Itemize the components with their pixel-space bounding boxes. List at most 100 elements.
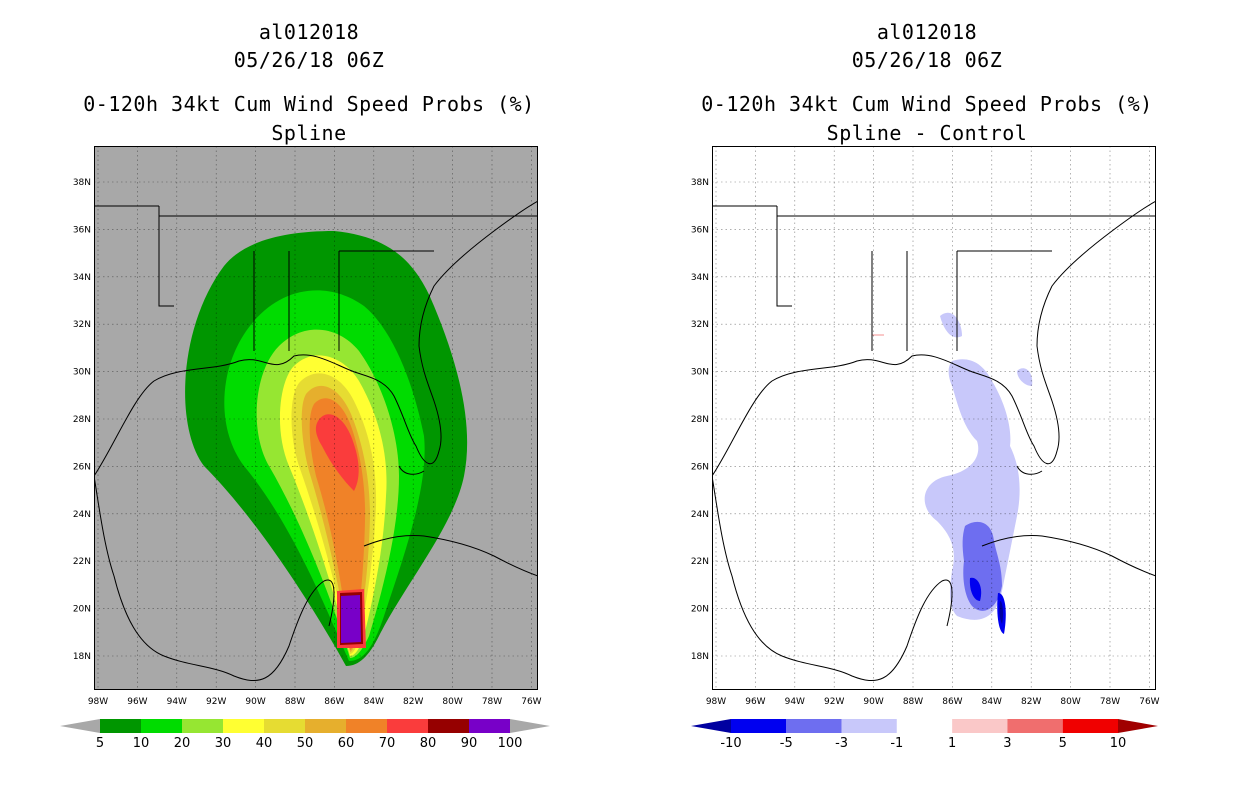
colorbar-label: 5	[95, 736, 105, 751]
colorbar-label: 40	[255, 736, 273, 751]
lon-label: 84W	[364, 697, 384, 707]
lon-label: 76W	[1139, 697, 1159, 707]
lon-label: 80W	[442, 697, 462, 707]
lat-label: 30N	[691, 368, 709, 378]
lon-label: 84W	[982, 697, 1002, 707]
coastlines	[94, 200, 538, 681]
lat-label: 38N	[73, 178, 91, 188]
panel-subtitle: Spline	[271, 121, 347, 145]
us-gulf-coast	[712, 200, 1156, 477]
colorbar-swatch	[223, 719, 264, 733]
lat-label: 18N	[691, 652, 709, 662]
colorbar-swatch	[1007, 719, 1063, 733]
colorbar-swatch	[100, 719, 141, 733]
colorbar	[60, 719, 550, 733]
prob-contour-90	[341, 595, 361, 643]
lat-label: 24N	[691, 510, 709, 520]
lat-lon-grid	[94, 146, 538, 690]
colorbar-swatch	[305, 719, 346, 733]
lon-label: 98W	[706, 697, 726, 707]
colorbar-swatch	[896, 719, 953, 733]
storm-id: al012018	[258, 20, 360, 44]
lat-label: 22N	[73, 557, 91, 567]
colorbar-label: 100	[497, 736, 523, 751]
lat-label: 20N	[73, 605, 91, 615]
colorbar-label: -10	[720, 736, 742, 751]
lat-label: 34N	[73, 273, 91, 283]
lon-label: 90W	[245, 697, 265, 707]
colorbar-swatch	[428, 719, 469, 733]
lat-label: 20N	[691, 605, 709, 615]
colorbar-label: 10	[132, 736, 150, 751]
axis-labels: 38N 36N 34N 32N 30N 28N 26N 24N 22N 20N 18N 98W 96W 9…	[691, 178, 1160, 707]
colorbar-label: -1	[890, 736, 904, 751]
prob-contour-70	[315, 414, 359, 491]
lat-label: 36N	[73, 225, 91, 235]
lat-label: 32N	[73, 320, 91, 330]
florida-keys	[1016, 465, 1043, 475]
lon-label: 88W	[285, 697, 305, 707]
colorbar-label: 10	[1109, 736, 1127, 751]
diff-contour-minus5a	[969, 577, 982, 601]
lon-label: 94W	[167, 697, 187, 707]
right-panel: al012018 05/26/18 06Z 0-120h 34kt Cum Wi…	[618, 0, 1236, 800]
lat-label: 26N	[73, 462, 91, 472]
coastlines	[712, 200, 1156, 681]
product-title: 0-120h 34kt Cum Wind Speed Probs (%)	[83, 92, 535, 116]
lat-label: 34N	[691, 273, 709, 283]
map-frame	[94, 146, 538, 690]
diff-contour-plus1	[872, 334, 884, 336]
colorbar-swatch	[387, 719, 428, 733]
storm-id: al012018	[876, 20, 978, 44]
colorbar-swatch	[469, 719, 510, 733]
cuba-coast	[363, 535, 538, 577]
map-background	[712, 146, 1156, 690]
colorbar-label: 50	[296, 736, 314, 751]
lat-label: 24N	[73, 510, 91, 520]
colorbar-label: -5	[779, 736, 793, 751]
colorbar-label: 20	[173, 736, 191, 751]
colorbar-label: 80	[419, 736, 437, 751]
us-gulf-coast	[94, 200, 538, 477]
lon-label: 76W	[521, 697, 541, 707]
lat-label: 38N	[691, 178, 709, 188]
axis-labels: 38N 36N 34N 32N 30N 28N 26N 24N 22N 20N 18N 98W 96W 9…	[73, 178, 542, 707]
colorbar	[691, 719, 1158, 733]
lat-label: 28N	[691, 415, 709, 425]
lon-label: 88W	[903, 697, 923, 707]
colorbar-label: 30	[214, 736, 232, 751]
mexico-coast	[712, 475, 953, 681]
lon-label: 86W	[942, 697, 962, 707]
lon-label: 82W	[403, 697, 423, 707]
lon-label: 78W	[1100, 697, 1120, 707]
lat-lon-grid	[712, 146, 1156, 690]
lon-label: 98W	[88, 697, 108, 707]
colorbar-label: 3	[1003, 736, 1012, 751]
lon-label: 96W	[745, 697, 765, 707]
colorbar-swatch	[264, 719, 305, 733]
lat-label: 22N	[691, 557, 709, 567]
lat-label: 36N	[691, 225, 709, 235]
colorbar-label: 60	[337, 736, 355, 751]
lat-label: 26N	[691, 462, 709, 472]
difference-map: 38N 36N 34N 32N 30N 28N 26N 24N 22N 20N 18N 98W 96W 9…	[691, 146, 1160, 707]
colorbar-swatch	[346, 719, 387, 733]
diff-contour-minus10	[999, 601, 1004, 624]
lon-label: 78W	[482, 697, 502, 707]
us-state-borders	[712, 205, 1156, 351]
panel-subtitle: Spline - Control	[826, 121, 1028, 145]
colorbar-swatch	[952, 719, 1008, 733]
colorbar-swatch	[141, 719, 182, 733]
left-panel: al012018 05/26/18 06Z 0-120h 34kt Cum Wi…	[60, 20, 550, 751]
colorbar-end-low	[60, 719, 100, 733]
colorbar-swatch	[786, 719, 842, 733]
map-frame	[712, 146, 1156, 690]
lat-label: 18N	[73, 652, 91, 662]
lon-label: 92W	[824, 697, 844, 707]
colorbar-label: 5	[1058, 736, 1067, 751]
diff-contour-minus1c	[1017, 368, 1033, 386]
us-state-borders	[94, 205, 538, 351]
lon-label: 94W	[785, 697, 805, 707]
colorbar-swatch	[1062, 719, 1118, 733]
mexico-coast	[94, 475, 335, 681]
